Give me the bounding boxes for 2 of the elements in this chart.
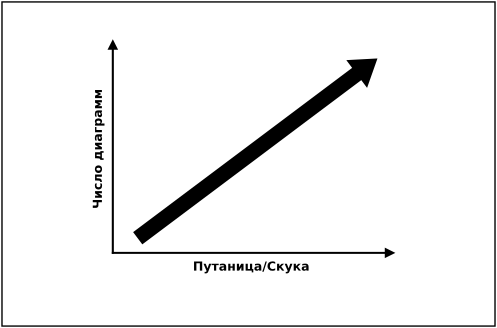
x-axis-title: Путаница/Скука: [194, 261, 309, 274]
y-axis-title: Число диаграмм: [92, 90, 104, 208]
